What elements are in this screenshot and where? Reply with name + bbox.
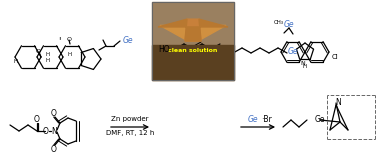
Polygon shape (158, 19, 228, 41)
Text: O: O (36, 48, 40, 53)
Text: N: N (51, 126, 57, 135)
Text: O: O (51, 109, 57, 118)
Text: CH₃: CH₃ (274, 20, 284, 25)
Text: DMF, RT, 12 h: DMF, RT, 12 h (106, 130, 154, 136)
Text: Zn powder: Zn powder (111, 116, 149, 122)
Polygon shape (185, 19, 201, 41)
Text: N: N (301, 60, 305, 65)
Polygon shape (160, 25, 226, 41)
Text: Ge: Ge (315, 116, 325, 125)
Text: O: O (34, 115, 40, 124)
Text: O: O (67, 37, 71, 42)
Text: O: O (43, 126, 49, 135)
Text: Ge: Ge (123, 36, 133, 44)
Bar (152, 2, 234, 80)
Bar (152, 2, 234, 80)
Text: ': ' (58, 36, 60, 46)
Text: clean solution: clean solution (168, 48, 218, 53)
Text: HO: HO (158, 44, 170, 53)
Text: H: H (46, 57, 50, 62)
Text: H: H (303, 63, 307, 68)
Text: Ge: Ge (288, 46, 298, 55)
Text: ·Br: ·Br (261, 115, 272, 124)
Text: O: O (51, 144, 57, 153)
Bar (152, 45, 234, 80)
Text: H: H (68, 51, 72, 56)
Text: H: H (46, 51, 50, 56)
Text: Cl: Cl (332, 54, 338, 60)
Text: N: N (335, 98, 341, 107)
Text: Ge: Ge (284, 20, 294, 29)
Text: Ge: Ge (248, 115, 258, 124)
Text: H: H (14, 58, 18, 63)
